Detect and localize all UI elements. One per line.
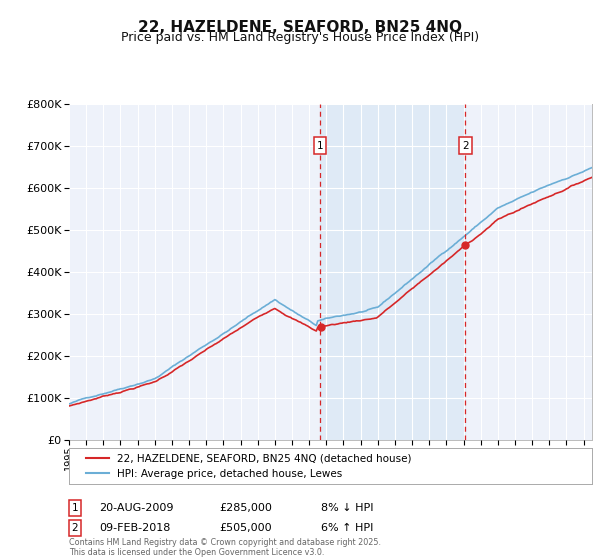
Text: 1: 1 [317,141,323,151]
Text: 6% ↑ HPI: 6% ↑ HPI [321,523,373,533]
Text: 09-FEB-2018: 09-FEB-2018 [99,523,170,533]
Text: 20-AUG-2009: 20-AUG-2009 [99,503,173,513]
Bar [320,104,465,440]
Text: 8% ↓ HPI: 8% ↓ HPI [321,503,373,513]
Legend: 22, HAZELDENE, SEAFORD, BN25 4NQ (detached house), HPI: Average price, detached : 22, HAZELDENE, SEAFORD, BN25 4NQ (detach… [79,447,418,485]
Text: 22, HAZELDENE, SEAFORD, BN25 4NQ: 22, HAZELDENE, SEAFORD, BN25 4NQ [138,20,462,35]
Text: £505,000: £505,000 [219,523,272,533]
Text: 2: 2 [462,141,469,151]
Text: 1: 1 [71,503,79,513]
Text: Price paid vs. HM Land Registry's House Price Index (HPI): Price paid vs. HM Land Registry's House … [121,31,479,44]
Text: £285,000: £285,000 [219,503,272,513]
Text: 2: 2 [71,523,79,533]
Text: Contains HM Land Registry data © Crown copyright and database right 2025.
This d: Contains HM Land Registry data © Crown c… [69,538,381,557]
